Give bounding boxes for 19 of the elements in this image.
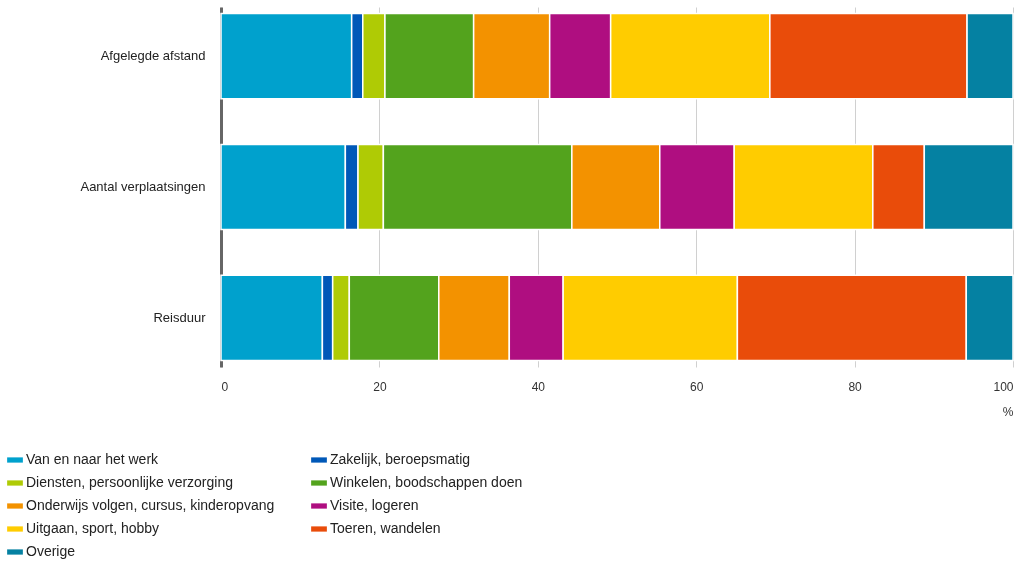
x-tick-label: 0 [221, 379, 229, 394]
legend-label: Zakelijk, beroepsmatig [330, 451, 471, 467]
x-tick-label: 80 [848, 379, 863, 394]
y-tick-label: Reisduur [153, 309, 207, 325]
x-tick-label: 40 [531, 379, 546, 394]
y-tick-label: Afgelegde afstand [100, 48, 206, 64]
y-tick-label: Aantal verplaatsingen [80, 179, 206, 194]
legend-label: Overige [26, 543, 76, 559]
legend-label: Onderwijs volgen, cursus, kinderopvang [26, 497, 275, 513]
legend-label: Van en naar het werk [26, 451, 160, 467]
legend-label: Winkelen, boodschappen doen [330, 474, 523, 490]
x-tick-label: 20 [373, 379, 387, 394]
legend-label: Toeren, wandelen [330, 520, 441, 536]
x-tick-label: 60 [690, 379, 704, 394]
x-tick-label: 100 [993, 379, 1014, 394]
x-axis-title: % [1002, 404, 1014, 419]
legend-label: Diensten, persoonlijke verzorging [26, 474, 233, 490]
legend-label: Visite, logeren [330, 497, 419, 513]
legend-label: Uitgaan, sport, hobby [26, 520, 160, 536]
